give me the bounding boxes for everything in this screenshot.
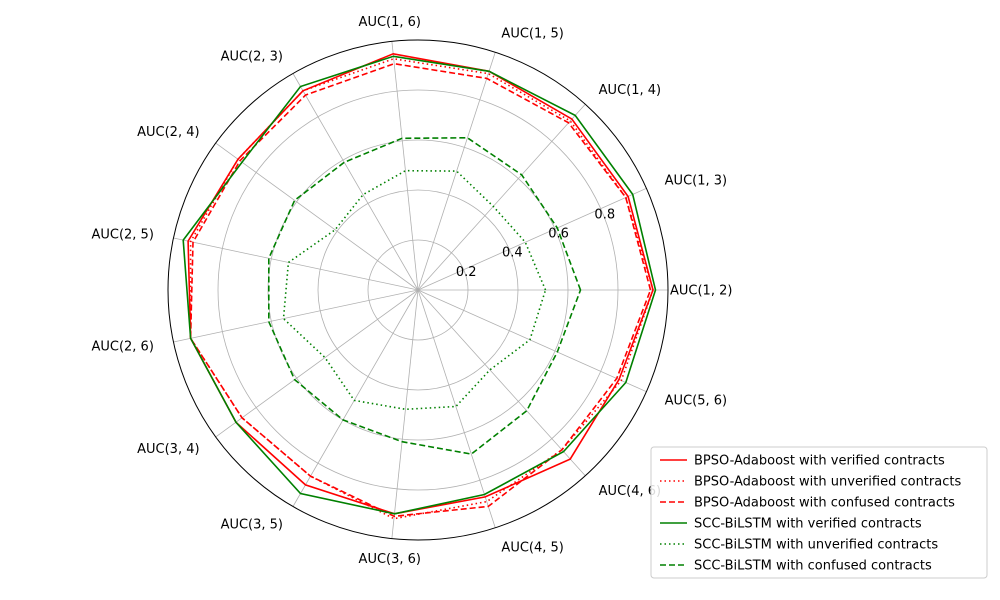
category-label: AUC(1, 4)	[599, 83, 661, 98]
category-label: AUC(2, 4)	[137, 125, 199, 140]
grid-spoke	[215, 289, 419, 438]
category-label: AUC(1, 5)	[501, 27, 563, 42]
legend-entry-label: SCC-BiLSTM with confused contracts	[694, 559, 932, 574]
series-line-1	[187, 52, 654, 515]
category-label: AUC(5, 6)	[665, 393, 727, 408]
grid-spoke	[417, 103, 586, 291]
category-label: AUC(1, 3)	[665, 174, 727, 189]
radial-tick-label: 0.4	[502, 246, 523, 261]
grid-spoke	[417, 52, 496, 291]
radar-grid	[167, 39, 669, 541]
radial-tick-label: 0.8	[594, 207, 615, 222]
grid-spoke	[417, 289, 586, 477]
grid-spoke	[173, 237, 419, 291]
category-label: AUC(3, 6)	[359, 552, 421, 567]
legend-entry-label: BPSO-Adaboost with confused contracts	[694, 496, 955, 511]
legend-entry-label: SCC-BiLSTM with unverified contracts	[694, 538, 938, 553]
category-label: AUC(3, 5)	[221, 517, 283, 532]
category-label: AUC(2, 6)	[91, 340, 153, 355]
radial-tick-label: 0.6	[548, 227, 569, 242]
series-line-6	[267, 136, 582, 455]
radar-frame	[167, 39, 669, 541]
category-label: AUC(4, 5)	[501, 540, 563, 555]
category-label: AUC(1, 2)	[670, 284, 732, 299]
radial-tick-label: 0.2	[456, 265, 477, 280]
grid-spoke	[391, 289, 419, 539]
category-label: AUC(2, 3)	[221, 50, 283, 65]
category-label: AUC(2, 5)	[91, 227, 153, 242]
grid-spoke	[417, 187, 647, 291]
category-label: AUC(1, 6)	[359, 15, 421, 30]
grid-spoke	[173, 289, 419, 343]
grid-spoke	[292, 73, 419, 291]
legend-box	[650, 446, 988, 579]
legend-entry-label: SCC-BiLSTM with verified contracts	[694, 517, 922, 532]
grid-spoke	[215, 142, 419, 291]
legend-entry-label: BPSO-Adaboost with verified contracts	[694, 454, 945, 469]
legend-entry-label: BPSO-Adaboost with unverified contracts	[694, 475, 961, 490]
axis-labels: 0.2 0.4 0.6 0.8 AUC(1, 2) AUC(1, 3) AUC(1, 4) A…	[91, 15, 732, 567]
grid-spoke	[417, 289, 647, 393]
series-line-4	[182, 55, 657, 515]
legend: BPSO-Adaboost with verified contracts BPS…	[650, 446, 988, 579]
grid-spoke	[292, 289, 419, 507]
series-lines	[182, 52, 657, 520]
grid-spoke	[391, 41, 419, 291]
grid-spoke	[417, 289, 496, 528]
category-label: AUC(3, 4)	[137, 442, 199, 457]
series-line-3	[189, 62, 652, 518]
category-label: AUC(4, 6)	[599, 484, 661, 499]
